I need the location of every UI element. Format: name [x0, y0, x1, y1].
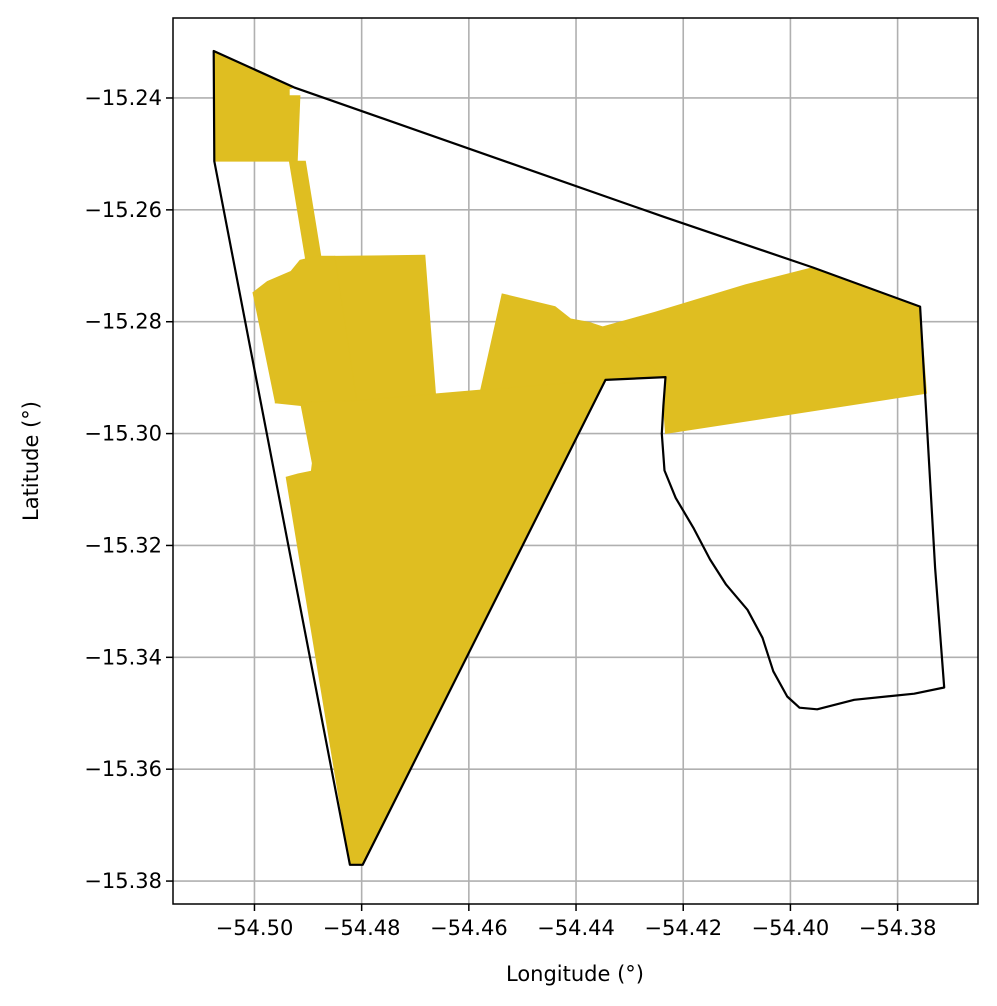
y-tick-label: −15.34 [84, 645, 162, 669]
y-tick-label: −15.38 [84, 869, 162, 893]
y-tick-label: −15.30 [84, 422, 162, 446]
x-tick-label: −54.50 [216, 916, 294, 940]
x-tick-label: −54.44 [537, 916, 615, 940]
x-axis-ticks: −54.50 −54.48 −54.46 −54.44 −54.42 −54.40 −54.… [216, 904, 937, 940]
x-tick-label: −54.48 [323, 916, 401, 940]
x-tick-label: −54.40 [752, 916, 830, 940]
y-tick-label: −15.24 [84, 86, 162, 110]
y-axis-ticks: −15.24 −15.26 −15.28 −15.30 −15.32 −15.34 −15.… [84, 86, 173, 893]
y-tick-label: −15.32 [84, 533, 162, 557]
boundary-polygon [212, 49, 946, 866]
boundary-outline [212, 49, 946, 866]
x-tick-label: −54.42 [644, 916, 722, 940]
filled-regions [213, 50, 927, 866]
x-tick-label: −54.46 [430, 916, 508, 940]
x-tick-label: −54.38 [859, 916, 937, 940]
y-tick-label: −15.26 [84, 198, 162, 222]
x-axis-title: Longitude (°) [506, 962, 644, 986]
y-axis-title: Latitude (°) [19, 401, 43, 521]
y-tick-label: −15.36 [84, 757, 162, 781]
region-polygon-5 [274, 379, 607, 866]
y-tick-label: −15.28 [84, 310, 162, 334]
